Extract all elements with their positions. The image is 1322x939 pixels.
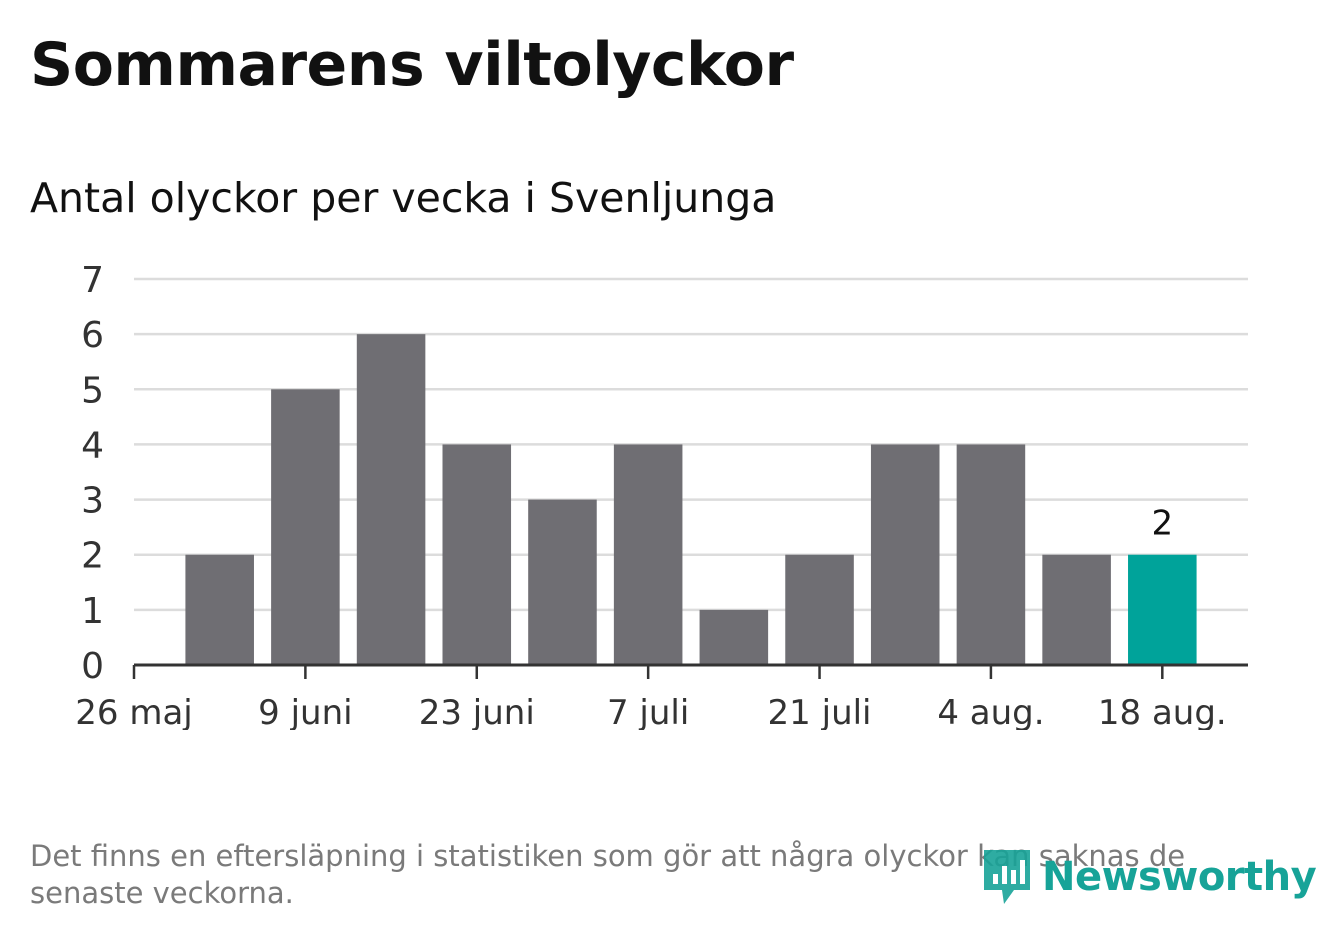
bar — [1042, 554, 1111, 665]
chart-subtitle: Antal olyckor per vecka i Svenljunga — [30, 174, 777, 222]
y-tick-label: 6 — [81, 315, 104, 356]
bar — [1128, 554, 1197, 665]
x-tick-label: 23 juni — [419, 693, 535, 730]
x-tick-label: 21 juli — [768, 693, 872, 730]
bar-chart: 0 1 2 3 4 5 6 7 2 26 maj 9 juni 23 juni 7 juli 21 jul… — [75, 260, 1248, 730]
brand-name: Newsworthy — [1042, 854, 1317, 900]
bar — [271, 389, 340, 665]
bar — [356, 334, 426, 665]
bar — [699, 609, 769, 665]
y-tick-label: 0 — [81, 646, 104, 687]
x-tick-label: 9 juni — [258, 693, 352, 730]
y-tick-label: 1 — [81, 591, 104, 632]
y-tick-label: 2 — [81, 536, 104, 577]
bar — [613, 444, 683, 665]
newsworthy-logo-icon — [984, 850, 1030, 904]
bar — [785, 554, 854, 665]
bar — [185, 554, 254, 665]
chart-title: Sommarens viltolyckor — [30, 30, 794, 100]
x-tick-label: 18 aug. — [1098, 693, 1227, 730]
bar — [442, 444, 512, 665]
bar — [528, 499, 597, 665]
y-tick-label: 7 — [81, 260, 104, 301]
bar — [870, 444, 940, 665]
x-tick-label: 7 juli — [607, 693, 689, 730]
data-label: 2 — [1151, 504, 1173, 544]
y-tick-label: 3 — [81, 481, 104, 522]
x-tick-label: 26 maj — [75, 693, 192, 730]
bar — [956, 444, 1026, 665]
x-tick-label: 4 aug. — [937, 693, 1044, 730]
brand: Newsworthy — [980, 846, 1317, 908]
y-tick-label: 5 — [81, 370, 104, 411]
y-tick-label: 4 — [81, 425, 104, 466]
